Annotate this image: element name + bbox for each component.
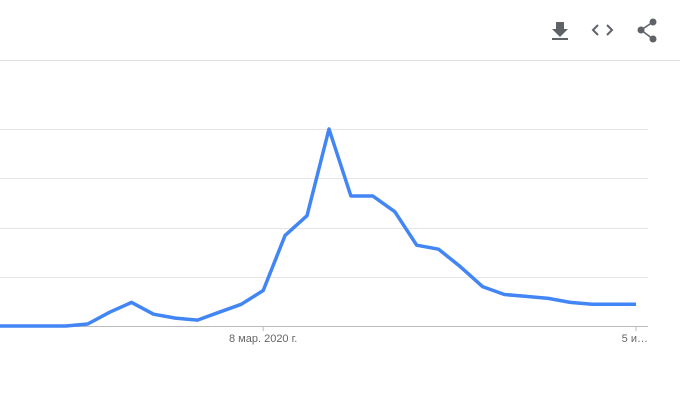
embed-button[interactable] [591, 24, 614, 36]
share-button[interactable] [637, 18, 657, 43]
series-line [0, 127, 636, 328]
x-tick-label: 5 и… [622, 333, 648, 345]
x-tick-label: 8 мар. 2020 г. [229, 333, 297, 345]
download-button[interactable] [552, 22, 568, 40]
